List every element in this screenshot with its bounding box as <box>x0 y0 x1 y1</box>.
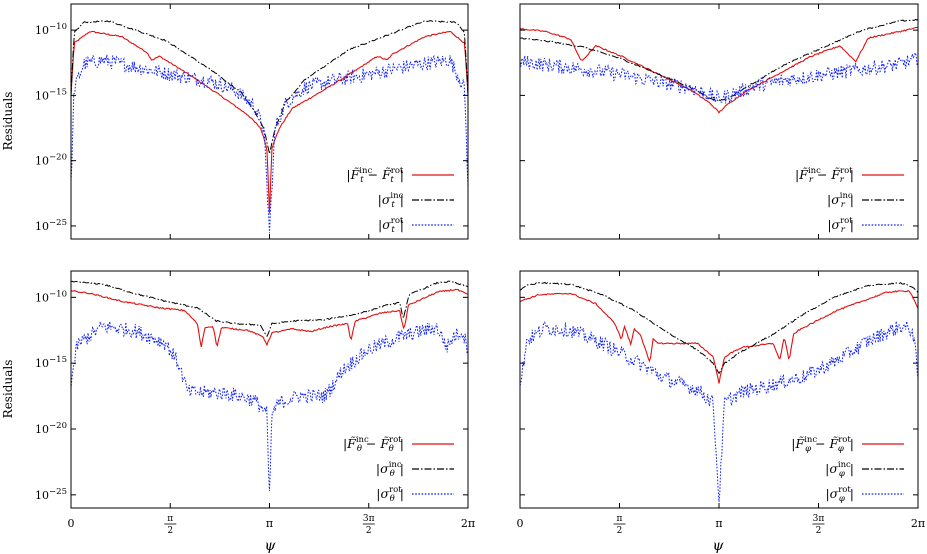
y-tick-label: 10−25 <box>35 487 67 502</box>
legend-entry: |σrot r | <box>827 216 854 235</box>
panel-t: 10−10 10−15 10−20 10−25 |F̃inc t − F̃rot t | |σi… <box>35 3 469 240</box>
legend-entry: |F̃inc t − F̃rot t | <box>346 166 404 185</box>
x-tick-label: 0 <box>517 517 524 530</box>
x-tick-label: π <box>617 514 623 524</box>
legend-entry: |F̃inc φ − F̃rot φ | <box>791 435 854 454</box>
series-t-sigma-inc <box>71 20 468 154</box>
series-t-diff <box>71 30 468 214</box>
legend-entry: |F̃inc r − F̃rot r | <box>795 166 854 185</box>
x-tick-label-den: 2 <box>366 526 372 536</box>
x-tick-label-den: 2 <box>617 526 623 536</box>
y-tick-label: 10−10 <box>35 289 67 304</box>
y-tick-label: 10−25 <box>35 218 67 233</box>
x-tick-label: 0 <box>68 517 75 530</box>
x-tick-label: 2π <box>461 517 475 530</box>
x-tick-label: π <box>167 514 173 524</box>
y-tick-label: 10−15 <box>35 87 67 102</box>
x-tick-label: 3π <box>813 514 825 524</box>
legend-entry: |σinc φ | <box>825 460 854 479</box>
series-r-sigma-inc <box>520 18 918 102</box>
legend-entry: |σrot φ | <box>825 485 854 504</box>
series-t-sigma-rot <box>71 54 468 234</box>
plot-frame <box>519 3 919 240</box>
x-tick-label: π <box>266 517 273 530</box>
series-r-diff <box>520 26 918 114</box>
y-tick-label: 10−15 <box>35 355 67 370</box>
series-r-sigma-rot <box>520 51 918 104</box>
y-tick-label: 10−10 <box>35 22 67 37</box>
series-phi-sigma-inc <box>520 281 918 375</box>
series-theta-diff <box>71 288 468 348</box>
x-axis-label-right: ψ <box>713 538 725 554</box>
plot-frame <box>519 270 919 509</box>
y-axis-label-top: Residuals <box>1 92 15 151</box>
legend-entry: |σinc θ | <box>376 460 404 479</box>
legend-entry: |σrot θ | <box>376 485 404 504</box>
series-theta-sigma-inc <box>71 280 468 338</box>
x-axis-label-left: ψ <box>265 538 277 554</box>
legend-entry: |F̃inc θ − F̃rot θ | <box>343 435 404 454</box>
panel-r: |F̃inc r − F̃rot r | |σinc r | |σrot r | <box>519 3 919 240</box>
x-tick-label: 2π <box>911 517 925 530</box>
series-phi-diff <box>520 289 918 384</box>
legend-entry: |σrot t | <box>378 216 404 235</box>
x-tick-label: 3π <box>363 514 375 524</box>
x-tick-label: π <box>715 517 722 530</box>
series-phi-sigma-rot <box>520 321 918 502</box>
legend-entry: |σinc t | <box>378 191 404 210</box>
legend-entry: |σinc r | <box>827 191 854 210</box>
series-theta-sigma-rot <box>71 321 468 491</box>
y-tick-label: 10−20 <box>35 421 67 436</box>
y-tick-label: 10−20 <box>35 153 67 168</box>
x-tick-label-den: 2 <box>816 526 822 536</box>
x-tick-label-den: 2 <box>167 526 173 536</box>
y-axis-label-bottom: Residuals <box>1 360 15 419</box>
